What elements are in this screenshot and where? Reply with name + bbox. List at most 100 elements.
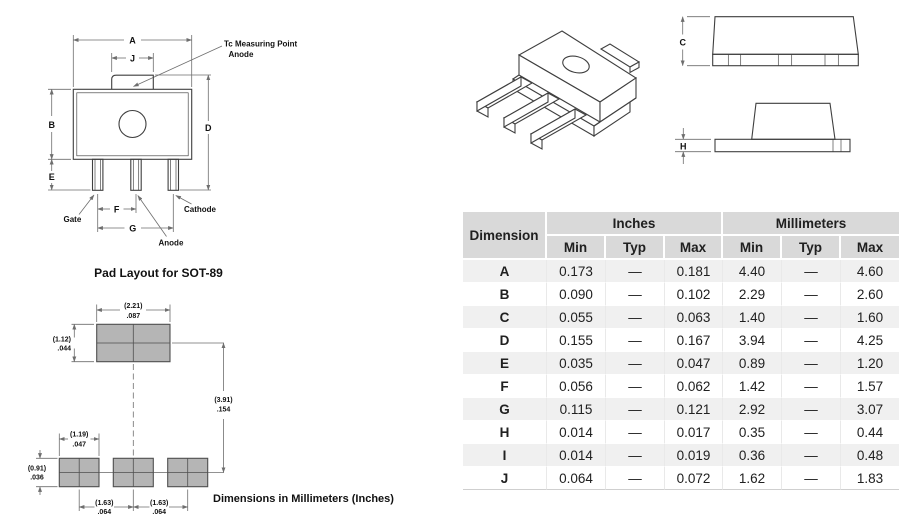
value-cell: 0.035 (547, 352, 606, 375)
value-cell: 0.064 (547, 467, 606, 490)
value-cell: — (782, 260, 842, 283)
dimensions-note: Dimensions in Millimeters (Inches) (213, 493, 394, 505)
dim-cell: E (463, 352, 547, 375)
dim-d-label: D (205, 123, 212, 133)
pads (58, 323, 209, 488)
tab-pad (96, 323, 171, 363)
mm-typ-header: Typ (782, 236, 842, 260)
value-cell: 0.121 (665, 398, 724, 421)
pad-layout-title: Pad Layout for SOT-89 (94, 266, 223, 280)
value-cell: 2.92 (723, 398, 783, 421)
cathode-lead (167, 158, 180, 191)
dimension-header-cell: Dimension (463, 212, 547, 260)
value-cell: — (782, 352, 842, 375)
body-outline (72, 88, 193, 160)
tc-hole-3d (562, 55, 590, 74)
value-cell: 0.062 (665, 375, 724, 398)
side-view-c: C (679, 16, 859, 67)
package-outline (72, 74, 193, 191)
value-cell: 0.014 (547, 421, 606, 444)
table-body: A 0.173 — 0.181 4.40 — 4.60 B 0.090 — 0.… (463, 260, 900, 490)
value-cell: 0.056 (547, 375, 606, 398)
anode-label: Anode (159, 238, 184, 247)
pad-small-height-mm: (0.91) (28, 466, 46, 473)
gate-lead (91, 158, 104, 191)
pad-small-width-in: .047 (72, 442, 86, 449)
value-cell: — (606, 260, 665, 283)
anode-leader (137, 195, 167, 237)
value-cell: — (782, 283, 842, 306)
dim-cell: B (463, 283, 547, 306)
dim-cell: C (463, 306, 547, 329)
value-cell: 0.063 (665, 306, 724, 329)
inches-min-header: Min (547, 236, 606, 260)
value-cell: — (782, 398, 842, 421)
table-header: Dimension Inches Millimeters Min Typ Max… (463, 212, 900, 260)
value-cell: 1.62 (723, 467, 783, 490)
value-cell: 1.42 (723, 375, 783, 398)
anode-lead (130, 158, 142, 191)
value-cell: 0.102 (665, 283, 724, 306)
dimension-table-wrap: Dimension Inches Millimeters Min Typ Max… (463, 212, 900, 490)
cathode-pad (167, 457, 209, 488)
value-cell: 0.047 (665, 352, 724, 375)
value-cell: — (782, 375, 842, 398)
value-cell: — (782, 329, 842, 352)
pad-top-width-mm: (2.21) (124, 303, 142, 310)
dim-cell: F (463, 375, 547, 398)
table-row: A 0.173 — 0.181 4.40 — 4.60 (463, 260, 900, 283)
tc-measuring-point-label: Tc Measuring Point (224, 40, 298, 49)
body-inner-outline (76, 92, 189, 157)
value-cell: 0.014 (547, 444, 606, 467)
gate-pad (58, 457, 100, 488)
tc-measuring-hole (118, 109, 147, 139)
dim-h-label: H (680, 142, 687, 152)
pad-dimension-lines (38, 308, 226, 509)
value-cell: — (606, 421, 665, 444)
pad-pitch-left-mm: (1.63) (95, 500, 113, 507)
value-cell: 0.35 (723, 421, 783, 444)
pad-layout-drawing: (2.21) .087 (1.12) .044 (1.19) .047 (0.9… (28, 303, 233, 516)
value-cell: — (606, 329, 665, 352)
table-row: I 0.014 — 0.019 0.36 — 0.48 (463, 444, 900, 467)
value-cell: 0.155 (547, 329, 606, 352)
value-cell: 1.20 (841, 352, 900, 375)
value-cell: — (782, 467, 842, 490)
value-cell: 0.44 (841, 421, 900, 444)
gate-label: Gate (64, 215, 82, 224)
value-cell: 0.48 (841, 444, 900, 467)
inches-group-header: Inches (547, 212, 724, 236)
leader-lines (78, 45, 223, 237)
value-cell: 0.115 (547, 398, 606, 421)
value-cell: — (606, 467, 665, 490)
value-cell: 0.181 (665, 260, 724, 283)
value-cell: — (782, 444, 842, 467)
tc-anode-label: Anode (229, 50, 254, 59)
dim-cell: H (463, 421, 547, 444)
table-group-header-row: Dimension Inches Millimeters (463, 212, 900, 260)
mm-min-header: Min (723, 236, 783, 260)
value-cell: — (782, 421, 842, 444)
table-row: J 0.064 — 0.072 1.62 — 1.83 (463, 467, 900, 490)
value-cell: — (606, 398, 665, 421)
value-cell: 0.055 (547, 306, 606, 329)
table-row: D 0.155 — 0.167 3.94 — 4.25 (463, 329, 900, 352)
lead-3-3d (529, 108, 588, 150)
dim-e-label: E (49, 172, 55, 182)
inches-typ-header: Typ (606, 236, 665, 260)
tab-side (629, 61, 640, 74)
pad-pitch-left-in: .064 (97, 509, 111, 516)
value-cell: 3.94 (723, 329, 783, 352)
side-view-h: H (675, 102, 851, 164)
value-cell: 4.60 (841, 260, 900, 283)
value-cell: 1.60 (841, 306, 900, 329)
table-row: E 0.035 — 0.047 0.89 — 1.20 (463, 352, 900, 375)
mm-max-header: Max (841, 236, 900, 260)
dim-g-label: G (129, 223, 136, 233)
tab-outline (111, 74, 154, 90)
dim-cell: A (463, 260, 547, 283)
table-sub-header-row: Min Typ Max Min Typ Max (463, 236, 900, 260)
cathode-label: Cathode (184, 205, 217, 214)
value-cell: 0.89 (723, 352, 783, 375)
front-view-drawing: A J B E D F G Tc Measuring Point Anode G… (48, 35, 298, 247)
